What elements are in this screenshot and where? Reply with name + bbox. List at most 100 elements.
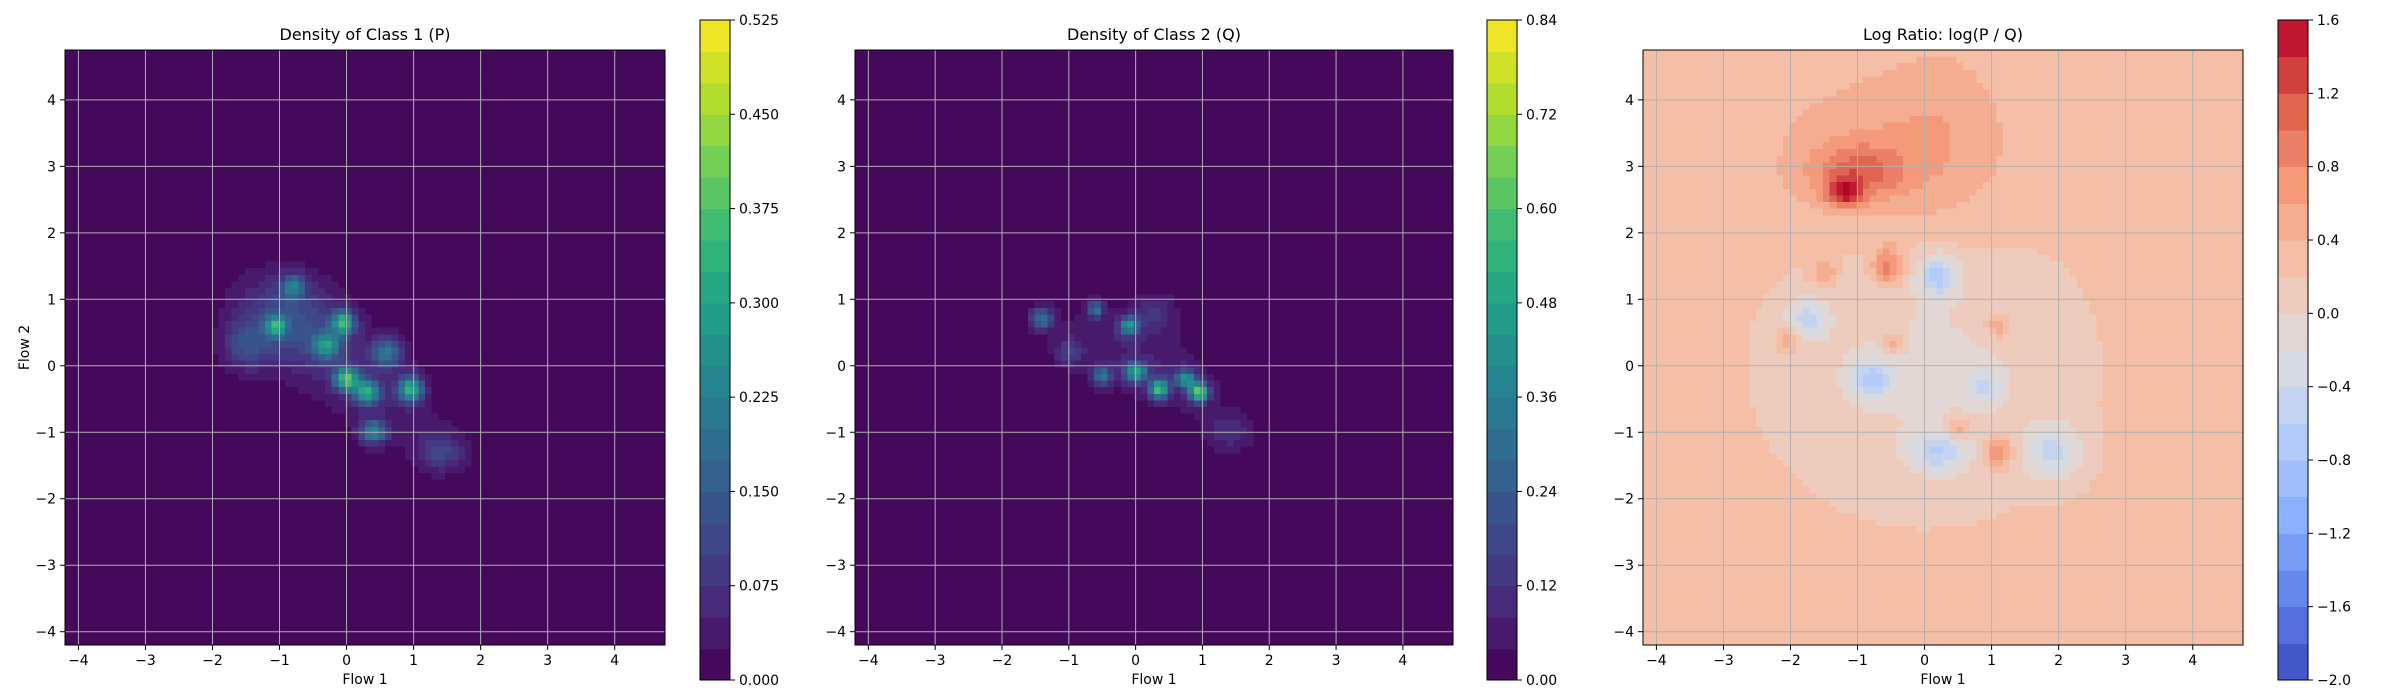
heatmap-cell <box>131 552 139 560</box>
heatmap-cell <box>331 380 339 388</box>
heatmap-cell <box>298 420 306 428</box>
heatmap-cell <box>211 228 219 236</box>
heatmap-cell <box>225 565 233 573</box>
heatmap-cell <box>98 102 106 111</box>
heatmap-cell <box>425 321 433 329</box>
heatmap-cell <box>191 268 199 276</box>
heatmap-cell <box>298 63 306 71</box>
heatmap-cell <box>178 281 186 289</box>
heatmap-cell <box>185 426 193 435</box>
heatmap-cell <box>85 552 93 560</box>
heatmap-cell <box>258 499 266 507</box>
heatmap-cell <box>338 122 346 130</box>
heatmap-cell <box>211 261 219 269</box>
heatmap-cell <box>318 492 326 501</box>
heatmap-cell <box>151 195 159 203</box>
heatmap-cell <box>231 459 239 468</box>
heatmap-cell <box>225 281 233 289</box>
heatmap-cell <box>231 552 239 560</box>
heatmap-cell <box>178 254 186 263</box>
heatmap-cell <box>91 605 99 613</box>
heatmap-cell <box>65 473 73 481</box>
heatmap-cell <box>285 314 293 322</box>
heatmap-cell <box>318 393 326 401</box>
heatmap-cell <box>238 380 246 388</box>
heatmap-cell <box>218 625 226 633</box>
heatmap-cell <box>291 347 299 355</box>
heatmap-cell <box>418 334 426 342</box>
heatmap-cell <box>358 274 366 282</box>
heatmap-cell <box>178 545 186 554</box>
heatmap-cell <box>238 89 246 97</box>
heatmap-cell <box>391 545 399 554</box>
heatmap-cell <box>165 473 173 481</box>
heatmap-cell <box>171 274 179 282</box>
heatmap-cell <box>378 373 386 382</box>
heatmap-cell <box>218 578 226 587</box>
heatmap-cell <box>298 142 306 150</box>
heatmap-cell <box>398 76 406 84</box>
heatmap-cell <box>191 592 199 600</box>
heatmap-cell <box>145 585 153 593</box>
heatmap-cell <box>118 63 126 71</box>
heatmap-cell <box>251 512 259 520</box>
heatmap-cell <box>431 155 439 163</box>
heatmap-cell <box>385 116 393 124</box>
heatmap-cell <box>78 129 86 137</box>
heatmap-cell <box>225 526 233 534</box>
heatmap-cell <box>398 426 406 435</box>
heatmap-cell <box>245 248 253 256</box>
heatmap-cell <box>391 63 399 71</box>
heatmap-cell <box>211 281 219 289</box>
heatmap-cell <box>71 254 79 263</box>
heatmap-cell <box>185 453 193 461</box>
heatmap-cell <box>305 314 313 322</box>
heatmap-cell <box>331 360 339 368</box>
heatmap-cell <box>151 585 159 593</box>
heatmap-cell <box>91 89 99 97</box>
heatmap-cell <box>171 433 179 441</box>
heatmap-cell <box>151 373 159 382</box>
heatmap-cell <box>378 327 386 335</box>
heatmap-cell <box>151 512 159 520</box>
heatmap-cell <box>85 301 93 309</box>
heatmap-cell <box>245 142 253 150</box>
heatmap-cell <box>151 360 159 368</box>
heatmap-cell <box>205 102 213 111</box>
heatmap-cell <box>191 274 199 282</box>
heatmap-cell <box>198 354 206 362</box>
heatmap-cell <box>218 433 226 441</box>
heatmap-cell <box>318 314 326 322</box>
heatmap-cell <box>318 578 326 587</box>
heatmap-cell <box>178 479 186 487</box>
heatmap-cell <box>358 221 366 230</box>
heatmap-cell <box>98 440 106 448</box>
heatmap-cell <box>125 492 133 501</box>
heatmap-cell <box>191 116 199 124</box>
heatmap-cell <box>405 360 413 368</box>
heatmap-cell <box>258 545 266 554</box>
heatmap-cell <box>198 221 206 230</box>
heatmap-cell <box>351 592 359 600</box>
heatmap-cell <box>258 195 266 203</box>
heatmap-cell <box>311 499 319 507</box>
heatmap-cell <box>318 354 326 362</box>
heatmap-cell <box>125 440 133 448</box>
heatmap-cell <box>71 453 79 461</box>
heatmap-cell <box>358 473 366 481</box>
heatmap-cell <box>425 89 433 97</box>
heatmap-cell <box>171 532 179 540</box>
heatmap-cell <box>411 506 419 514</box>
heatmap-cell <box>138 420 146 428</box>
heatmap-cell <box>105 611 113 620</box>
heatmap-cell <box>71 459 79 468</box>
heatmap-cell <box>65 228 73 236</box>
heatmap-cell <box>298 559 306 567</box>
heatmap-cell <box>291 208 299 216</box>
heatmap-cell <box>418 321 426 329</box>
heatmap-cell <box>338 526 346 534</box>
heatmap-cell <box>178 578 186 587</box>
heatmap-cell <box>371 281 379 289</box>
heatmap-cell <box>338 545 346 554</box>
heatmap-cell <box>285 354 293 362</box>
